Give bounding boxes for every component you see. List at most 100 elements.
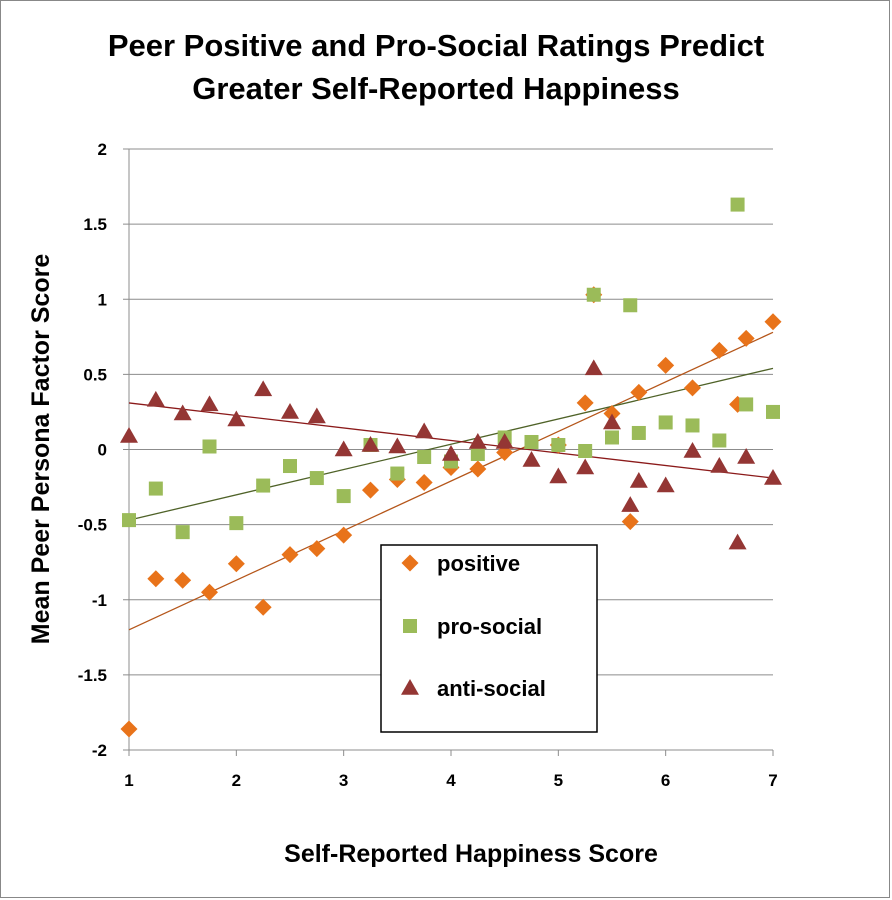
legend-items: positive pro-social anti-social [401,551,546,701]
anti-social-point [629,472,648,488]
pro-social-point [685,418,700,433]
pro-social-point [148,481,163,496]
x-tick-labels: 1 2 3 4 5 6 7 [124,771,777,790]
anti-social-point [683,442,702,458]
anti-social-point [522,451,541,467]
anti-social-point [281,402,299,419]
x-tick-label: 2 [232,771,241,790]
positive-point [362,481,379,499]
anti-social-point [495,432,514,449]
pro-social-point [712,433,727,448]
pro-social-point [256,478,271,493]
pro-social-point [578,444,593,459]
anti-social-point [254,380,273,397]
x-axis-label: Self-Reported Happiness Score [284,840,658,868]
positive-point [201,583,218,601]
x-tick-label: 5 [554,771,563,790]
y-tick-label: -0.5 [78,516,107,535]
anti-social-point [549,467,568,484]
x-tick-label: 3 [339,771,348,790]
legend-box [380,544,598,733]
positive-point [630,383,648,401]
data-points [120,197,782,738]
pro-social-point [730,197,745,212]
x-tick-label: 6 [661,771,670,790]
anti-social-point [227,410,246,427]
y-tick-label: 0.5 [83,365,107,384]
pro-social-point [122,513,136,528]
anti-social-legend-marker [401,679,419,695]
anti-social-point [764,469,782,485]
pro-social-point [524,434,539,449]
y-tick-labels: 2 1.5 1 0.5 0 -0.5 -1 -1.5 -2 [78,140,107,760]
positive-point [737,329,755,347]
positive-point [603,404,621,422]
anti-social-point [307,407,326,424]
pro-social-legend-marker [403,619,417,633]
pro-social-point [470,447,485,462]
positive-point [308,540,326,558]
anti-social-point [710,457,729,473]
chart-title-line-1: Peer Positive and Pro-Social Ratings Pre… [108,28,764,63]
y-tick-label: 1 [98,290,107,309]
pro-social-point [766,404,780,419]
anti-social-point [200,395,219,412]
positive-point [684,379,701,397]
pro-social-point [631,425,646,440]
chart-title-line-2: Greater Self-Reported Happiness [192,71,680,106]
anti-social-point [621,496,640,512]
positive-point [576,394,594,412]
positive-point [657,356,675,374]
anti-social-point [442,445,460,461]
y-tick-label: 1.5 [83,215,107,234]
anti-social-point [737,448,756,464]
grid-layer [123,148,774,756]
legend: positive pro-social anti-social [380,544,598,733]
anti-social-point [728,533,747,550]
legend-label-pro-social: pro-social [437,614,542,639]
anti-social-point [120,426,138,443]
anti-social-point [468,432,487,449]
positive-point [254,598,272,616]
positive-point [710,341,728,359]
pro-social-point [623,298,638,313]
positive-point [335,526,353,544]
positive-point [147,570,165,588]
pro-social-point [658,415,673,430]
anti-social-point [603,413,621,430]
pro-social-point [202,439,217,454]
positive-point [281,546,299,564]
y-tick-label: 0 [98,441,107,460]
y-tick-label: 2 [98,140,107,159]
positive-point [621,513,639,531]
positive-point [120,720,138,738]
pro-social-point [229,516,244,531]
pro-social-point [605,430,619,445]
x-tick-label: 4 [446,771,456,790]
y-axis-label: Mean Peer Persona Factor Score [27,254,55,645]
anti-social-point [388,437,407,454]
pro-social-point [336,489,351,504]
anti-social-point [361,435,380,452]
anti-social-point [656,476,675,493]
pro-social-point [586,287,601,302]
anti-social-point [415,422,434,439]
legend-label-positive: positive [437,551,520,576]
pro-social-point [390,466,405,481]
legend-label-anti-social: anti-social [437,676,546,701]
positive-point [227,555,245,573]
y-tick-label: -2 [92,741,107,760]
x-tick-label: 7 [768,771,777,790]
pro-social-trend-line [128,367,774,521]
positive-point [764,313,782,331]
positive-point [469,460,487,478]
y-tick-label: -1.5 [78,666,107,685]
y-tick-label: -1 [92,591,107,610]
anti-social-point [584,359,603,376]
x-tick-label: 1 [124,771,133,790]
anti-social-point [173,404,192,421]
positive-point [174,571,192,589]
anti-social-point [576,458,595,475]
positive-trend-line [128,331,774,631]
